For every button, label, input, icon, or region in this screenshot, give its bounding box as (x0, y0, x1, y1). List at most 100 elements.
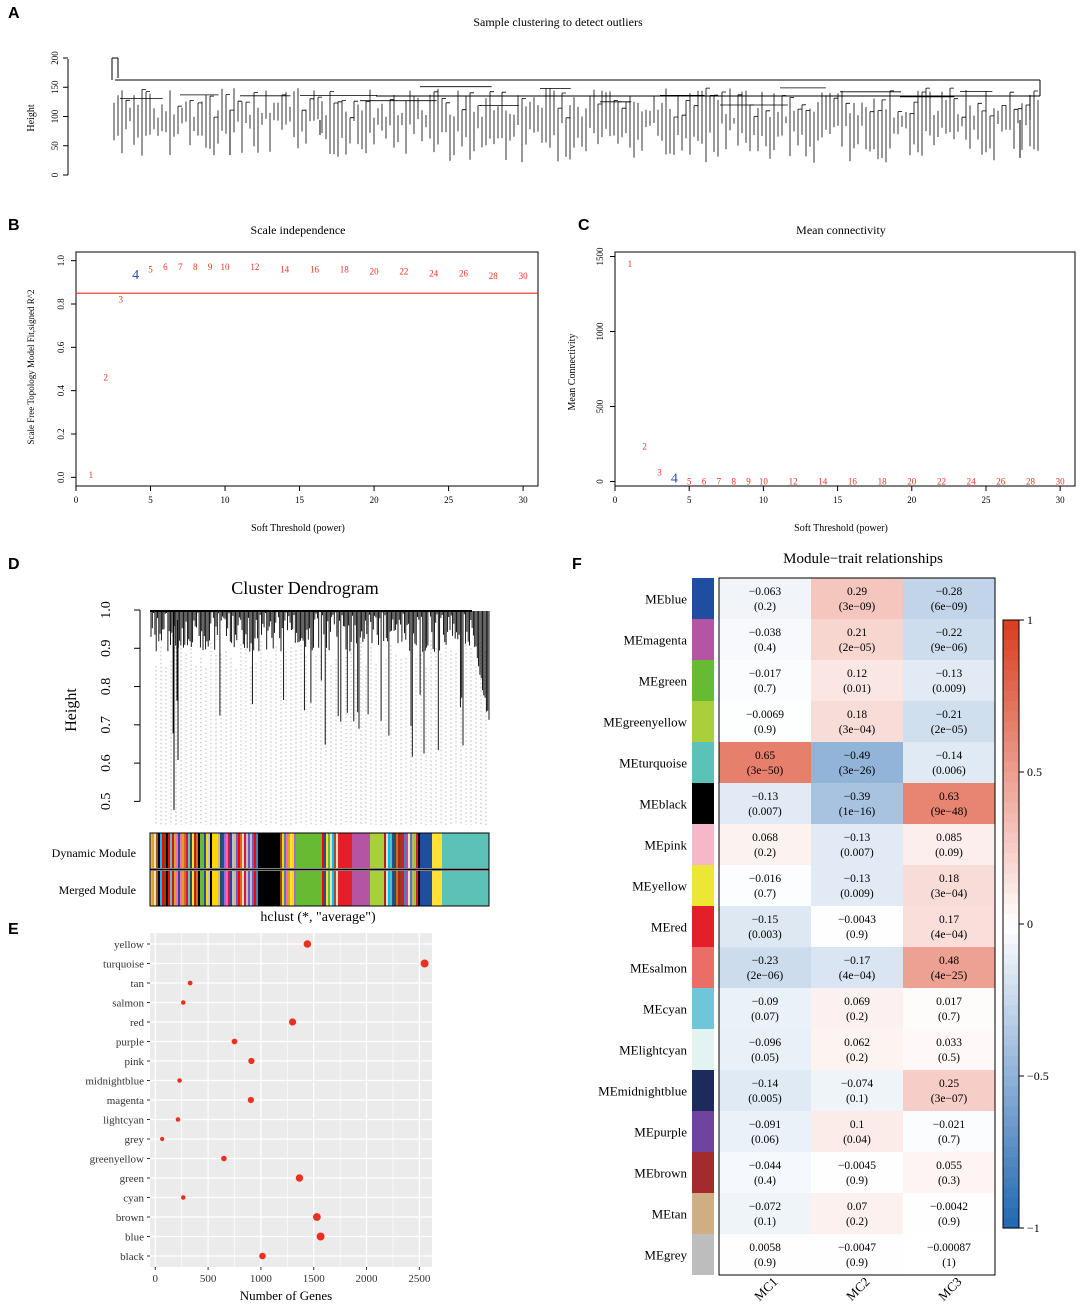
panel-c-frame (614, 251, 1076, 487)
module-color-segment (152, 833, 155, 868)
panel-b-ytick-label: 1.0 (56, 255, 66, 267)
panel-c-point: 24 (967, 477, 977, 487)
module-row-label: MEpink (644, 838, 687, 853)
heat-cell-pvalue: (2e−05) (839, 642, 876, 654)
panel-d-row-label-dynamic: Dynamic Module (52, 846, 136, 860)
module-color-segment (404, 871, 407, 906)
module-color-segment (408, 871, 411, 906)
heat-cell-MEmidnightblue-MC2 (811, 1070, 904, 1112)
module-color-segment (296, 871, 323, 906)
legend-gradient-step (1003, 903, 1019, 915)
legend-gradient-step (1003, 1187, 1019, 1199)
module-color-segment (292, 871, 295, 906)
module-color-segment (154, 871, 157, 906)
panel-e-point-magenta (247, 1096, 254, 1104)
module-color-segment (416, 871, 419, 906)
module-color-segment (324, 833, 327, 868)
heat-cell-pvalue: (0.2) (754, 601, 776, 613)
legend-gradient-step (1003, 690, 1019, 702)
module-color-segment (296, 833, 323, 868)
heat-cell-value: −0.0047 (838, 1242, 876, 1254)
panel-b-point: 30 (519, 271, 529, 281)
module-color-segment (170, 871, 173, 906)
module-row-label: MEmidnightblue (598, 1084, 687, 1099)
legend-gradient-step (1003, 913, 1019, 925)
heat-cell-MEpurple-MC2 (811, 1111, 904, 1153)
panel-c-point: 16 (848, 477, 858, 487)
module-color-segment (234, 871, 237, 906)
module-color-segment (228, 833, 231, 868)
module-color-segment (188, 871, 191, 906)
module-color-segment (238, 871, 241, 906)
panel-b-ytick-label: 0.4 (56, 385, 66, 397)
legend-gradient-step (1003, 1116, 1019, 1128)
panel-e-category-label: salmon (112, 998, 144, 1010)
heat-cell-MEmidnightblue-MC1 (719, 1070, 812, 1112)
heat-cell-pvalue: (0.003) (748, 929, 782, 941)
legend-gradient-step (1003, 1217, 1019, 1229)
heat-cell-MEtan-MC1 (719, 1193, 812, 1235)
heat-cell-pvalue: (0.7) (754, 888, 776, 900)
module-color-segment (218, 833, 221, 868)
heat-cell-value: −0.49 (844, 750, 871, 762)
heat-cell-MEbrown-MC1 (719, 1152, 812, 1194)
panel-c-point: 20 (907, 477, 917, 487)
heat-cell-value: 0.48 (939, 955, 959, 967)
heat-cell-MEgreenyellow-MC1 (719, 701, 812, 743)
module-color-segment (220, 871, 223, 906)
panel-c-points: 123 4 5 6 7 8 9 10 12 14 16 18 20 22 24 26 28 30 (628, 259, 1066, 487)
module-color-segment (254, 871, 257, 906)
legend-gradient-step (1003, 924, 1019, 935)
module-color-segment (410, 871, 413, 906)
panel-e-points (160, 940, 429, 1260)
module-color-segment (174, 833, 177, 868)
legend-gradient-step (1003, 701, 1019, 712)
module-color-segment (192, 871, 195, 906)
module-color-segment (168, 871, 171, 906)
module-color-segment (196, 871, 199, 906)
module-color-segment (442, 871, 490, 906)
heat-cell-pvalue: (0.9) (846, 1257, 868, 1269)
module-color-segment (216, 833, 219, 868)
module-color-segment (188, 833, 191, 868)
panel-e-point-cyan (180, 1195, 186, 1200)
panel-b-point: 1 (89, 470, 94, 480)
module-color-segment (336, 833, 339, 868)
panel-e-point-salmon (180, 1000, 186, 1005)
panel-b-point: 26 (459, 269, 469, 279)
legend-gradient-step (1003, 1157, 1019, 1168)
panel-d-ytick-label: 0.9 (99, 640, 114, 658)
heat-cell-MEgreenyellow-MC3 (903, 701, 996, 743)
heat-cell-MEgreen-MC2 (811, 660, 904, 702)
panel-e-category-label: cyan (123, 1193, 144, 1205)
heat-cell-value: 0.1 (850, 1119, 865, 1131)
module-color-segment (292, 833, 295, 868)
heat-cell-pvalue: (1) (942, 1257, 956, 1269)
module-color-segment (214, 871, 217, 906)
module-color-segment (198, 871, 201, 906)
heat-cell-value: −0.09 (752, 996, 779, 1008)
module-swatch-MEcyan (692, 988, 714, 1029)
panel-d-ytick-label: 1.0 (99, 601, 114, 619)
legend-gradient-step (1003, 1106, 1019, 1118)
module-color-segment (168, 833, 171, 868)
module-color-segment (412, 833, 415, 868)
module-color-segment (240, 833, 243, 868)
legend-gradient-step (1003, 731, 1019, 743)
heat-cell-MEyellow-MC2 (811, 865, 904, 907)
panel-c-point: 26 (996, 477, 1006, 487)
module-color-segment (156, 833, 159, 868)
heat-cell-value: −0.0043 (838, 914, 876, 926)
module-color-segment (150, 833, 153, 868)
panel-e-point-yellow (303, 940, 312, 948)
panel-e-xlabel: Number of Genes (240, 1288, 332, 1303)
panel-b-point: 16 (310, 264, 320, 274)
panel-b: B Scale independence Soft Threshold (pow… (8, 217, 539, 534)
panel-e: E 0 500 1000 1500 2000 2500 yellow turquoise ta… (8, 921, 432, 1303)
module-swatch-MEgreenyellow (692, 701, 714, 742)
module-color-segment (284, 833, 287, 868)
heat-cell-pvalue: (0.07) (751, 1011, 779, 1023)
module-color-segment (248, 871, 251, 906)
heat-cell-MEblack-MC2 (811, 783, 904, 825)
